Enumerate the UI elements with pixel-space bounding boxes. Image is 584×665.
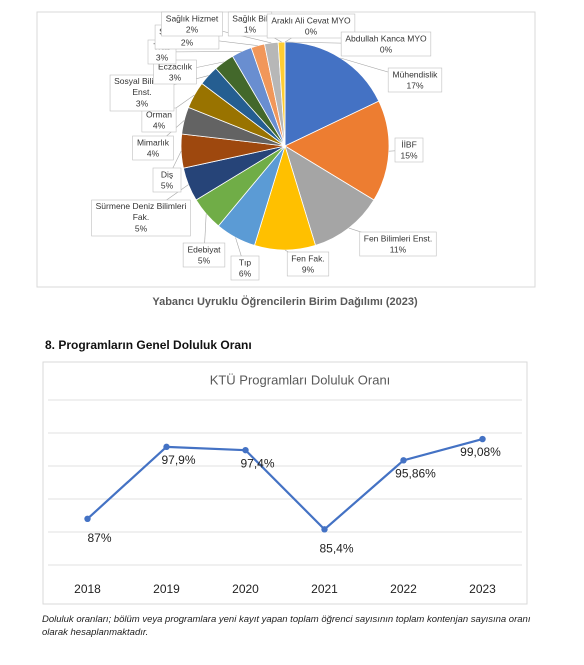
line-point (321, 526, 328, 533)
slice-value: 5% (198, 255, 211, 265)
label-box (182, 242, 226, 268)
slice-value: 9% (302, 264, 315, 274)
pie-slice (284, 145, 375, 246)
line-point (242, 446, 249, 454)
line-series (86, 438, 483, 531)
slice-name-line: Sosyal Bilimler (114, 76, 170, 86)
slice-value: 4% (153, 120, 166, 130)
slice-value: 0% (305, 26, 318, 36)
slice-name-line: Sürmene Deniz Bilimleri (96, 201, 187, 211)
x-tick-label: 2021 (311, 582, 338, 596)
x-tick-label: 2019 (153, 582, 180, 596)
note: Doluluk oranları; bölüm veya programlara… (42, 614, 531, 638)
label-box (91, 199, 191, 237)
label-box (286, 251, 330, 277)
x-tick-label: 2018 (74, 582, 101, 596)
line-point (479, 435, 486, 443)
slice-value: 2% (186, 24, 199, 34)
pie-label: Fen Bilimleri Enst.11% (359, 231, 437, 257)
slice-name: Fen Fak. (291, 253, 325, 263)
line-point (163, 443, 170, 451)
pie-label: Sürmene Deniz Bilimleri Fak.5% (91, 199, 191, 237)
data-label: 97,9% (161, 453, 195, 467)
slice-value: 11% (390, 244, 407, 254)
label-box (227, 11, 273, 37)
slice-value: 5% (161, 180, 174, 190)
slice-value: 0% (380, 44, 393, 54)
slice-name: Diş (161, 169, 173, 179)
slice-name: Sosyal Bilimler Enst. (114, 76, 170, 97)
x-tick-label: 2023 (469, 582, 496, 596)
label-box (230, 255, 260, 281)
slice-value: 4% (147, 148, 160, 158)
slice-value: 5% (135, 223, 148, 233)
label-box (152, 167, 182, 193)
slice-name: Mühendislik (393, 69, 439, 79)
data-label: 87% (87, 531, 111, 545)
label-box (387, 67, 443, 93)
pie-slice (284, 100, 390, 201)
slice-name: Sağlık Bil (232, 13, 268, 23)
line-point (84, 515, 91, 522)
data-label: 99,08% (460, 445, 501, 459)
slice-name: Orman (146, 109, 172, 119)
slice-name: Edebiyat (187, 244, 221, 254)
slice-name-line: Enst. (132, 87, 151, 97)
label-box (340, 31, 432, 57)
label-box (394, 137, 424, 163)
slice-name: Mimarlık (137, 137, 170, 147)
line-title: KTÜ Programları Doluluk Oranı (210, 372, 391, 387)
x-tick-label: 2020 (232, 582, 259, 596)
data-label: 85,4% (319, 542, 353, 556)
slice-name: Eczacılık (158, 61, 193, 71)
slice-value: 3% (169, 72, 182, 82)
slice-name: Araklı Ali Cevat MYO (271, 15, 351, 25)
slice-name-line: Fak. (133, 212, 150, 222)
label-box (161, 11, 223, 37)
slice-value: 1% (244, 24, 257, 34)
slice-value: 15% (400, 150, 417, 160)
slice-name: Tıp (239, 257, 252, 267)
slice-value: 3% (156, 52, 169, 62)
line-point (400, 457, 407, 464)
slice-name: Sağlık Hizmet (166, 13, 219, 23)
data-label: 95,86% (395, 466, 436, 480)
slice-value: 2% (181, 37, 194, 47)
pie-caption: Yabancı Uyruklu Öğrencilerin Birim Dağıl… (152, 295, 418, 308)
label-box (266, 13, 356, 39)
slice-name: Fen Bilimleri Enst. (364, 233, 433, 243)
section-heading: 8. Programların Genel Doluluk Oranı (45, 338, 252, 352)
pie-label: Fen Fak.9% (286, 251, 330, 277)
slice-value: 6% (239, 268, 252, 278)
slice-name: Sürmene Deniz Bilimleri Fak. (96, 201, 187, 222)
line-frame (42, 361, 528, 605)
data-label: 97,4% (240, 456, 274, 470)
label-box (141, 107, 177, 133)
label-box (359, 231, 437, 257)
label-box (132, 135, 174, 161)
slice-value: 17% (406, 80, 423, 90)
note-box: Doluluk oranları; bölüm veya programlara… (42, 614, 531, 638)
x-tick-label: 2022 (390, 582, 417, 596)
slice-name: İİBF (401, 139, 417, 149)
slice-name: Abdullah Kanca MYO (345, 33, 427, 43)
slice-value: 3% (136, 98, 149, 108)
